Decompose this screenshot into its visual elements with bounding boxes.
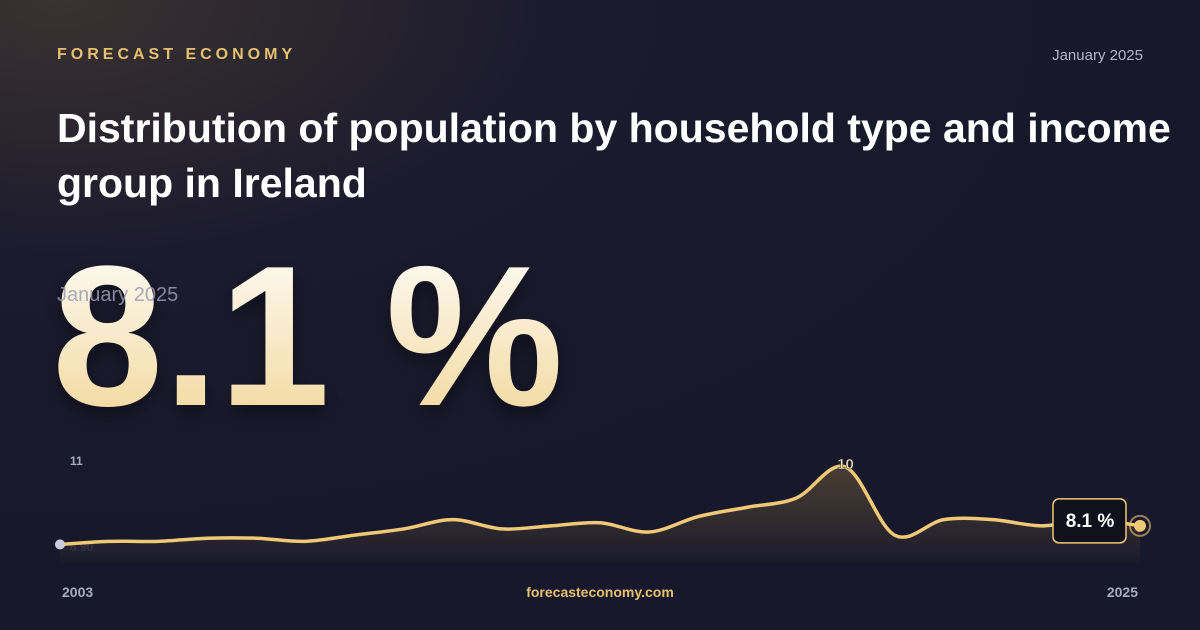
x-tick-label: 2003	[62, 584, 93, 600]
brand: FORECAST ECONOMY	[57, 46, 296, 63]
end-label-box	[1052, 498, 1127, 544]
date: January 2025	[1052, 47, 1143, 64]
sparkline: 6.901120032025108.1 %	[55, 454, 1151, 600]
y-tick-label: 11	[70, 454, 83, 468]
area	[60, 466, 1140, 563]
end-point-halo	[1129, 514, 1151, 537]
subtitle: January 2025	[57, 284, 178, 306]
end-label: 8.1 %	[1066, 511, 1115, 532]
line	[58, 464, 1142, 547]
end-point	[1134, 519, 1146, 532]
peak-label: 10	[837, 456, 854, 473]
footer: forecasteconomy.com	[526, 584, 674, 600]
start-point	[55, 539, 65, 550]
chart-title: Distribution of population by household …	[57, 105, 1171, 206]
x-tick-label: 2025	[1107, 584, 1138, 600]
headline-value: 8.1 %	[52, 225, 563, 448]
